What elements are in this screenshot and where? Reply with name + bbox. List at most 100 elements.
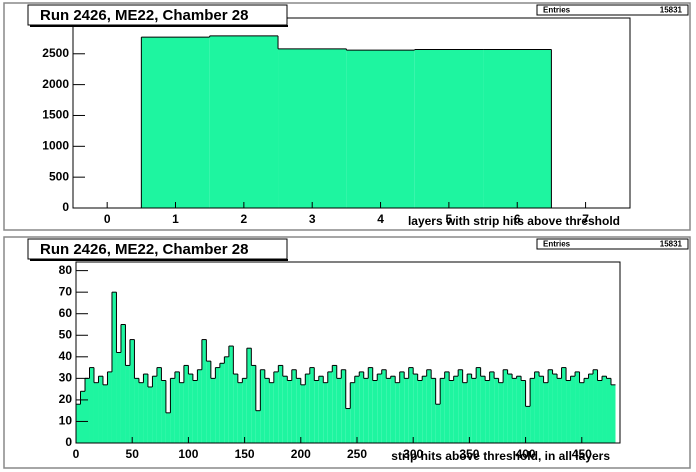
bar (602, 376, 607, 443)
bar (444, 371, 450, 443)
bar (260, 369, 265, 443)
bar (395, 382, 400, 443)
bar (462, 382, 468, 443)
bar (426, 369, 432, 443)
bar (372, 380, 378, 443)
bar (224, 356, 229, 443)
bar (138, 382, 144, 443)
bar (507, 374, 513, 443)
bar (156, 367, 162, 443)
bar (197, 369, 202, 443)
stats-label: Entries (543, 240, 571, 249)
bar (489, 371, 495, 443)
bar (350, 382, 355, 443)
bar (588, 374, 594, 443)
x-tick-label: 2 (241, 212, 248, 226)
bar (408, 367, 414, 443)
bar (359, 371, 364, 443)
bar (566, 380, 571, 443)
bar (534, 371, 540, 443)
bar (188, 374, 193, 443)
bar (498, 382, 504, 443)
bar (141, 37, 210, 208)
bar (264, 378, 270, 443)
bar (170, 378, 175, 443)
bar (579, 382, 585, 443)
bar (467, 374, 472, 443)
bar (80, 391, 85, 443)
bar (341, 369, 346, 443)
bar (584, 378, 589, 443)
y-tick-label: 1500 (42, 108, 69, 122)
bar (440, 378, 445, 443)
plot-frame (75, 261, 621, 444)
plot-frame (72, 17, 631, 209)
y-tick-label: 20 (59, 392, 73, 406)
x-axis-label: layers with strip hits above threshold (408, 214, 620, 228)
x-tick-label: 6 (514, 212, 521, 226)
stats-box (536, 4, 689, 16)
bar (287, 380, 292, 443)
x-tick-label: 100 (178, 447, 198, 461)
bar (363, 378, 369, 443)
bar (458, 369, 463, 443)
bar (282, 376, 288, 443)
bar (143, 374, 148, 443)
bar (381, 369, 387, 443)
bar (494, 378, 499, 443)
bar (278, 365, 283, 443)
bar (76, 404, 81, 443)
bar (552, 374, 558, 443)
x-tick-label: 200 (291, 447, 311, 461)
x-tick-label: 50 (126, 447, 140, 461)
y-tick-label: 50 (59, 327, 73, 341)
bar (278, 48, 347, 209)
bar (345, 408, 351, 443)
x-tick-label: 300 (403, 447, 423, 461)
bar (530, 378, 535, 443)
bar (209, 35, 279, 208)
bar (201, 339, 207, 443)
bar (414, 49, 484, 208)
bar (483, 49, 552, 208)
bar (179, 382, 184, 443)
bar (593, 369, 598, 443)
bar (422, 376, 427, 443)
x-tick-label: 350 (459, 447, 479, 461)
bar (512, 378, 517, 443)
bar (606, 378, 612, 443)
bar (521, 380, 526, 443)
bar (228, 346, 234, 443)
bar (219, 363, 225, 443)
bar (269, 382, 274, 443)
chart-title: Run 2426, ME22, Chamber 28 (40, 7, 248, 24)
bar (291, 369, 297, 443)
bar (346, 50, 415, 208)
bar (570, 376, 576, 443)
y-tick-label: 0 (65, 435, 72, 449)
y-tick-label: 500 (49, 169, 69, 183)
x-tick-label: 0 (73, 447, 80, 461)
bar (233, 374, 238, 443)
bar (476, 367, 481, 443)
x-tick-label: 5 (446, 212, 453, 226)
bar (471, 378, 477, 443)
bar (120, 324, 126, 443)
x-tick-label: 150 (235, 447, 255, 461)
bar (561, 367, 567, 443)
bar (453, 376, 459, 443)
y-tick-label: 2000 (42, 77, 69, 91)
y-tick-label: 0 (62, 200, 69, 214)
bar (485, 380, 490, 443)
x-tick-label: 450 (572, 447, 592, 461)
y-tick-label: 10 (59, 414, 73, 428)
y-tick-label: 2500 (42, 46, 69, 60)
bar (332, 365, 337, 443)
y-tick-label: 40 (59, 349, 73, 363)
bar (431, 378, 436, 443)
stats-value: 15831 (660, 6, 683, 15)
bar (237, 382, 243, 443)
bar (161, 380, 166, 443)
bar (516, 376, 522, 443)
